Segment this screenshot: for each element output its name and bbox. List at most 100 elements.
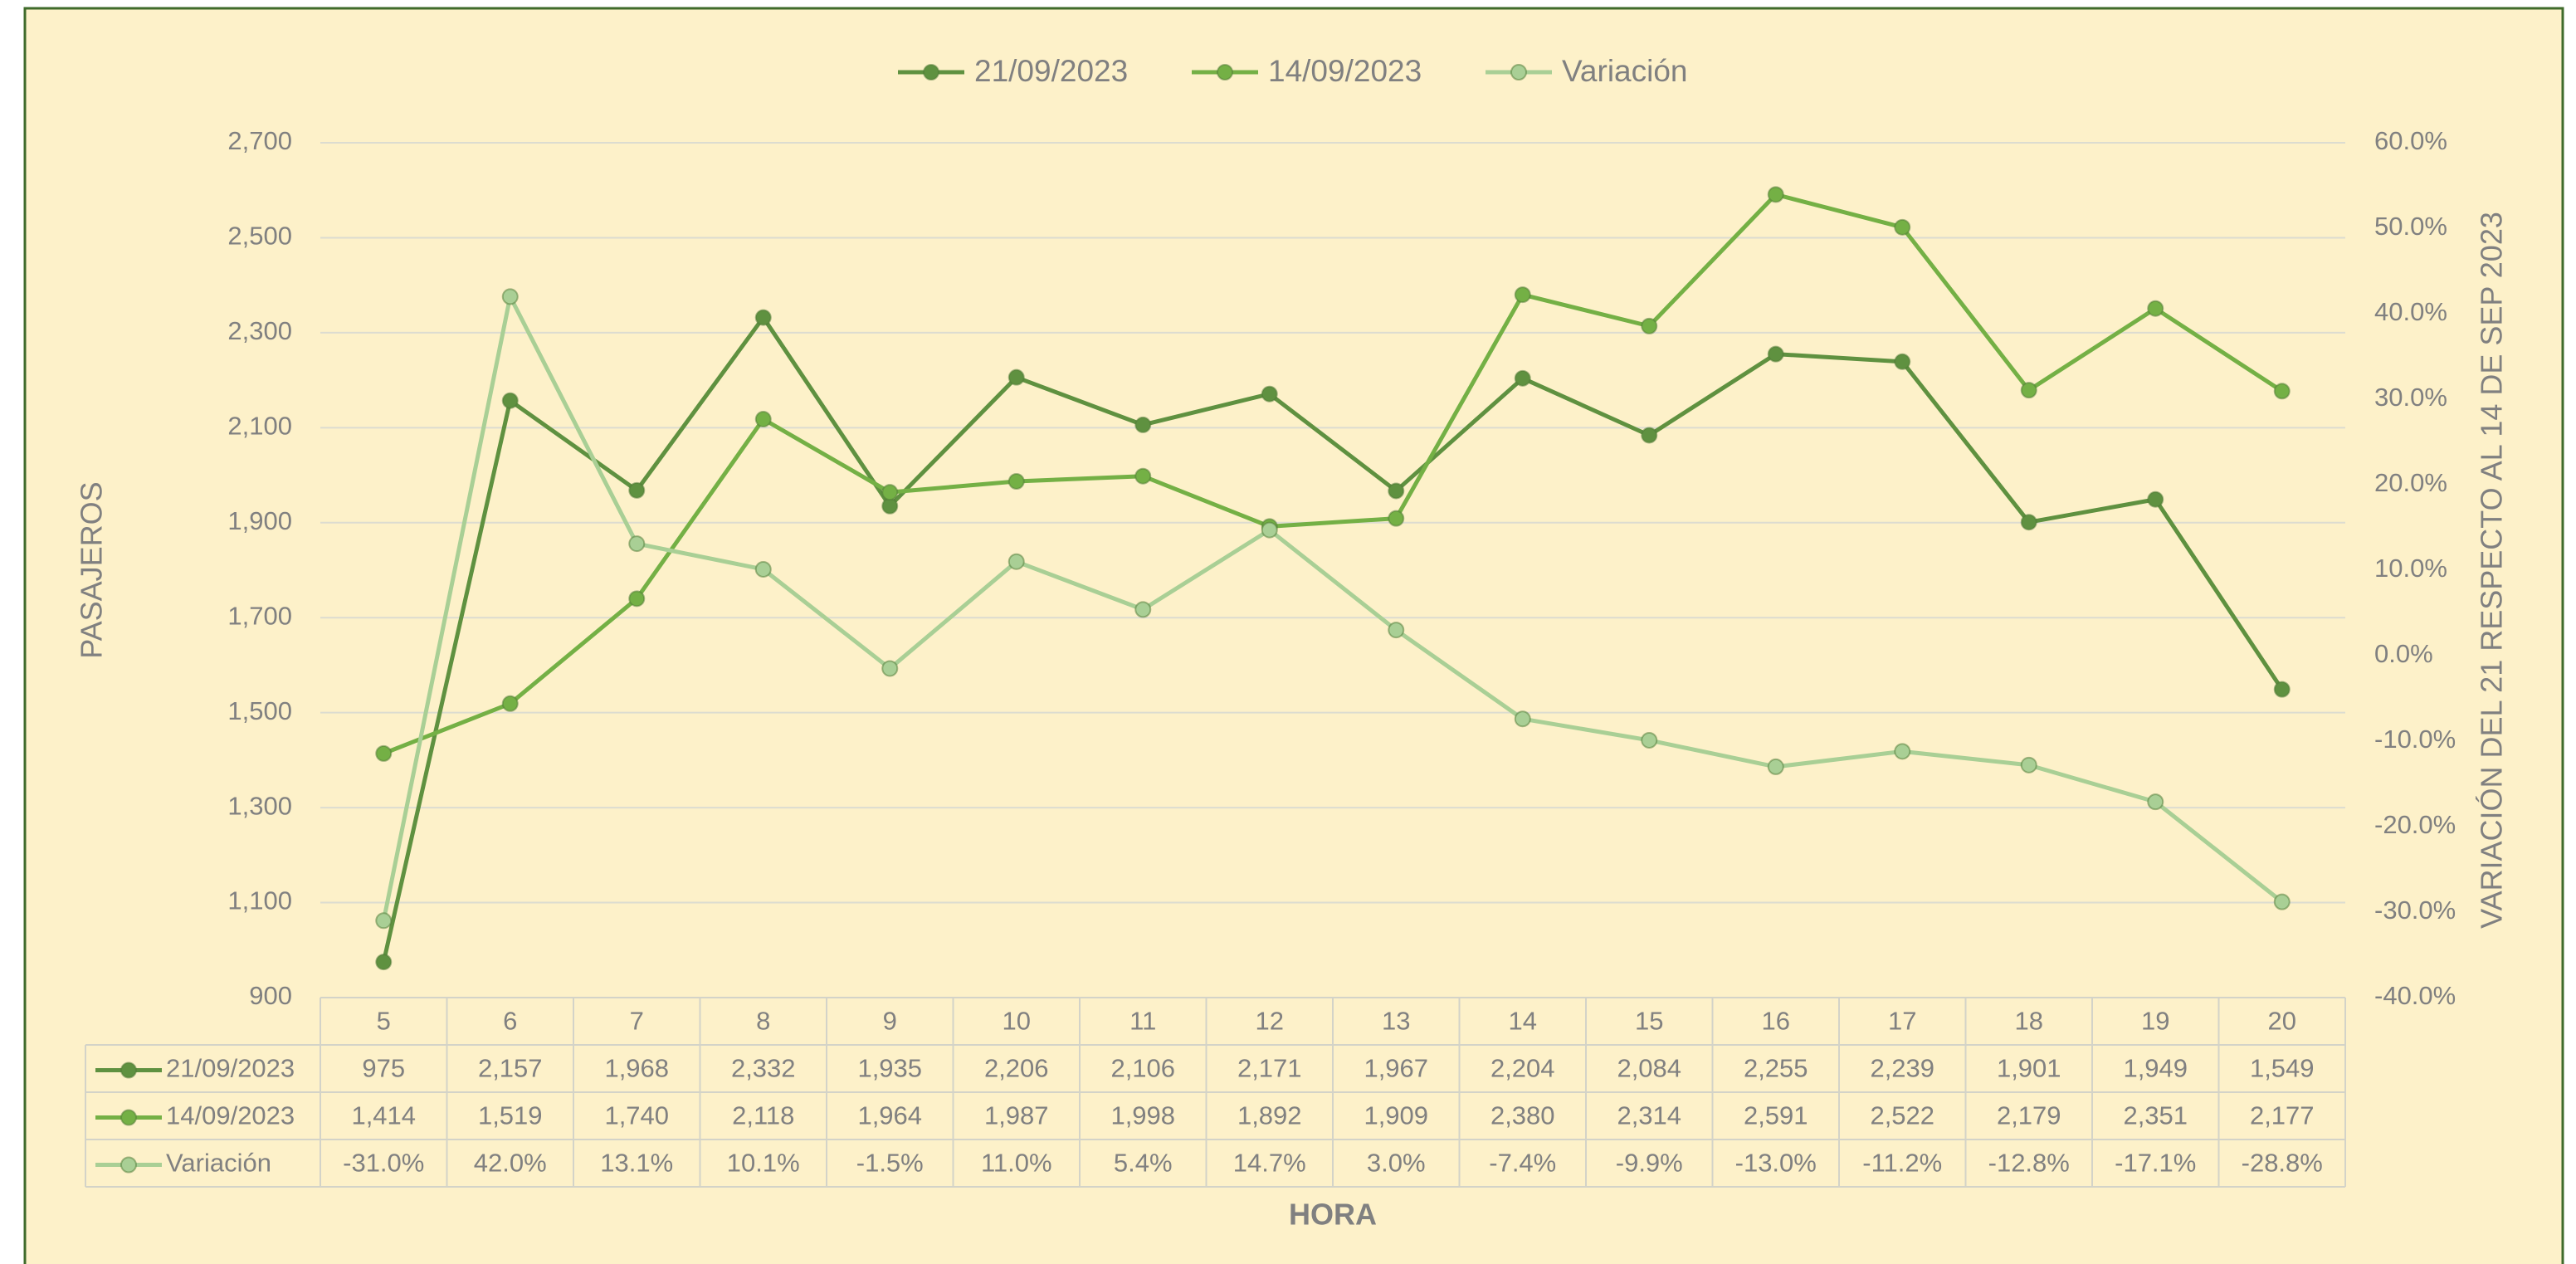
y2-tick-label: 60.0%	[2374, 126, 2447, 155]
x-tick-label: 14	[1509, 1007, 1537, 1036]
y-tick-label: 1,300	[227, 791, 292, 820]
x-tick-label: 15	[1635, 1007, 1663, 1036]
data-point	[1261, 521, 1278, 539]
data-point	[1641, 731, 1658, 749]
y2-tick-label: 40.0%	[2374, 297, 2447, 326]
data-point	[1514, 369, 1531, 387]
legend-label: 21/09/2023	[974, 54, 1128, 88]
table-value: 42.0%	[474, 1149, 547, 1178]
table-value: 1,998	[1110, 1101, 1175, 1130]
table-value: 13.1%	[600, 1149, 673, 1178]
data-point	[1767, 345, 1784, 363]
data-point	[501, 288, 519, 305]
y-tick-label: 2,700	[227, 126, 292, 155]
data-point	[1007, 553, 1025, 570]
table-value: 10.1%	[727, 1149, 800, 1178]
table-value: 1,901	[1997, 1054, 2061, 1083]
data-point	[2273, 383, 2291, 400]
legend-key	[120, 1061, 137, 1079]
data-point	[501, 695, 519, 712]
x-tick-label: 13	[1382, 1007, 1410, 1036]
data-point	[628, 481, 646, 499]
data-point	[1894, 218, 1911, 236]
table-value: -13.0%	[1735, 1149, 1817, 1178]
data-point	[628, 590, 646, 608]
data-point	[1261, 385, 1278, 403]
data-point	[1388, 482, 1405, 500]
legend-key	[923, 64, 939, 81]
y2-tick-label: 20.0%	[2374, 468, 2447, 497]
x-tick-label: 19	[2141, 1007, 2169, 1036]
data-point	[754, 560, 772, 578]
data-point	[881, 660, 899, 677]
x-tick-label: 8	[756, 1007, 770, 1036]
data-point	[2273, 893, 2291, 910]
data-point	[375, 954, 393, 971]
table-value: 1,987	[984, 1101, 1049, 1130]
data-point	[1514, 710, 1531, 728]
x-tick-label: 5	[377, 1007, 391, 1036]
data-point	[754, 411, 772, 428]
x-tick-label: 6	[503, 1007, 517, 1036]
table-value: 2,351	[2123, 1101, 2188, 1130]
table-value: 2,118	[732, 1101, 794, 1130]
x-tick-label: 10	[1003, 1007, 1031, 1036]
data-point	[2147, 300, 2164, 317]
table-value: 1,549	[2250, 1054, 2315, 1083]
y-tick-label: 2,500	[227, 222, 292, 251]
table-value: 14.7%	[1233, 1149, 1306, 1178]
table-value: 1,949	[2123, 1054, 2188, 1083]
data-point	[1007, 368, 1025, 386]
y2-tick-label: -10.0%	[2374, 725, 2456, 754]
y-tick-label: 1,500	[227, 696, 292, 725]
table-series-name: 21/09/2023	[166, 1054, 295, 1083]
y2-tick-label: 0.0%	[2374, 639, 2433, 668]
legend-key	[1217, 64, 1233, 81]
table-value: 2,084	[1617, 1054, 1681, 1083]
table-value: 2,206	[984, 1054, 1049, 1083]
table-value: -28.8%	[2242, 1149, 2323, 1178]
table-value: 1,967	[1364, 1054, 1428, 1083]
table-value: -17.1%	[2115, 1149, 2196, 1178]
series-line	[381, 294, 2284, 921]
data-point	[2020, 756, 2037, 774]
data-point	[1767, 758, 1784, 775]
data-point	[375, 744, 393, 762]
data-point	[2273, 681, 2291, 698]
data-point	[881, 497, 899, 515]
legend-label: Variación	[1562, 54, 1688, 88]
table-value: 1,909	[1364, 1101, 1428, 1130]
table-value: 2,380	[1490, 1101, 1555, 1130]
table-value: -31.0%	[343, 1149, 424, 1178]
legend-label: 14/09/2023	[1268, 54, 1422, 88]
table-value: 975	[362, 1054, 405, 1083]
x-tick-label: 12	[1256, 1007, 1284, 1036]
series-line	[383, 192, 2284, 756]
table-value: 2,522	[1870, 1101, 1934, 1130]
data-point	[628, 535, 646, 553]
data-point	[1894, 743, 1911, 760]
data-point	[1514, 286, 1531, 304]
y-axis-label: PASAJEROS	[75, 481, 109, 658]
data-point	[881, 484, 899, 501]
y2-tick-label: 10.0%	[2374, 554, 2447, 583]
table-value: 1,414	[351, 1101, 416, 1130]
y-tick-label: 2,100	[227, 412, 292, 441]
x-tick-label: 11	[1129, 1007, 1156, 1036]
data-point	[1134, 601, 1152, 618]
data-point	[1134, 416, 1152, 433]
y-tick-label: 1,700	[227, 601, 292, 630]
table-value: -7.4%	[1489, 1149, 1556, 1178]
table-value: 1,519	[478, 1101, 543, 1130]
table-value: 2,177	[2250, 1101, 2315, 1130]
table-value: 1,740	[604, 1101, 669, 1130]
y2-tick-label: -40.0%	[2374, 981, 2456, 1010]
table-value: 2,179	[1997, 1101, 2061, 1130]
data-point	[1641, 317, 1658, 334]
table-value: 1,968	[604, 1054, 669, 1083]
y2-axis-label: VARIACIÓN DEL 21 RESPECTO AL 14 DE SEP 2…	[2475, 212, 2509, 929]
data-point	[1388, 510, 1405, 527]
data-point	[1134, 467, 1152, 485]
legend-key	[120, 1156, 137, 1174]
